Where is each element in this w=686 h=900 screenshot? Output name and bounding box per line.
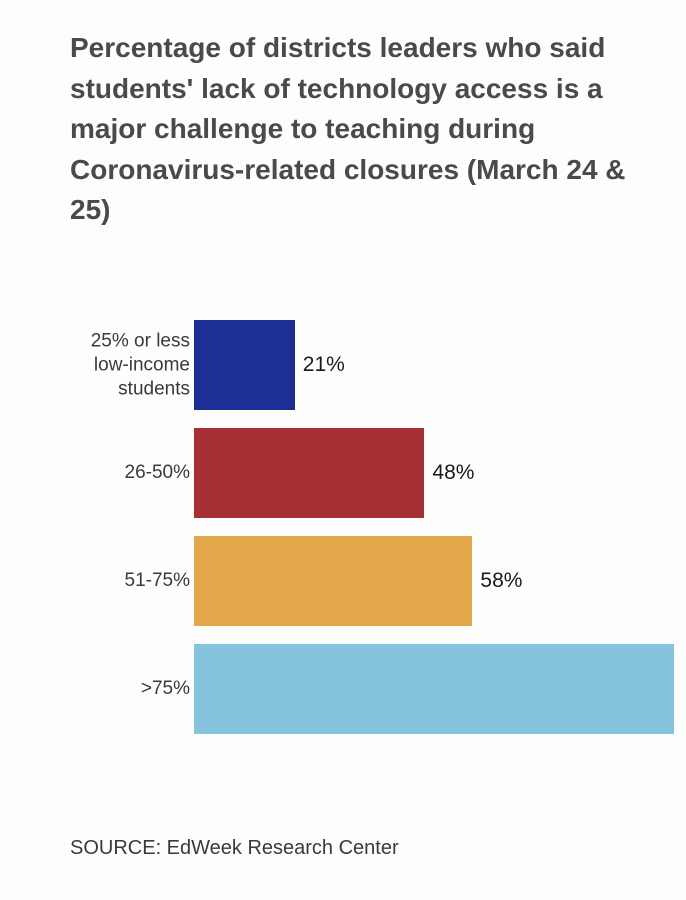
category-label: 25% or less low-income students: [91, 329, 190, 400]
source-text: SOURCE: EdWeek Research Center: [70, 837, 399, 860]
chart-title: Percentage of districts leaders who said…: [70, 28, 630, 231]
bar-chart: 25% or less low-income students 21% 26-5…: [0, 320, 686, 752]
bar-row: >75%: [0, 644, 686, 734]
bar: [194, 644, 674, 734]
value-label: 58%: [480, 569, 522, 593]
category-label: 51-75%: [125, 569, 191, 593]
category-label: 26-50%: [125, 461, 191, 485]
value-label: 48%: [432, 461, 474, 485]
bar-row: 25% or less low-income students 21%: [0, 320, 686, 410]
value-label: 21%: [303, 353, 345, 377]
bar-row: 26-50% 48%: [0, 428, 686, 518]
bar: [194, 320, 295, 410]
category-label: >75%: [141, 677, 190, 701]
bar-row: 51-75% 58%: [0, 536, 686, 626]
page: Percentage of districts leaders who said…: [0, 0, 686, 900]
bar: [194, 536, 472, 626]
bar: [194, 428, 424, 518]
